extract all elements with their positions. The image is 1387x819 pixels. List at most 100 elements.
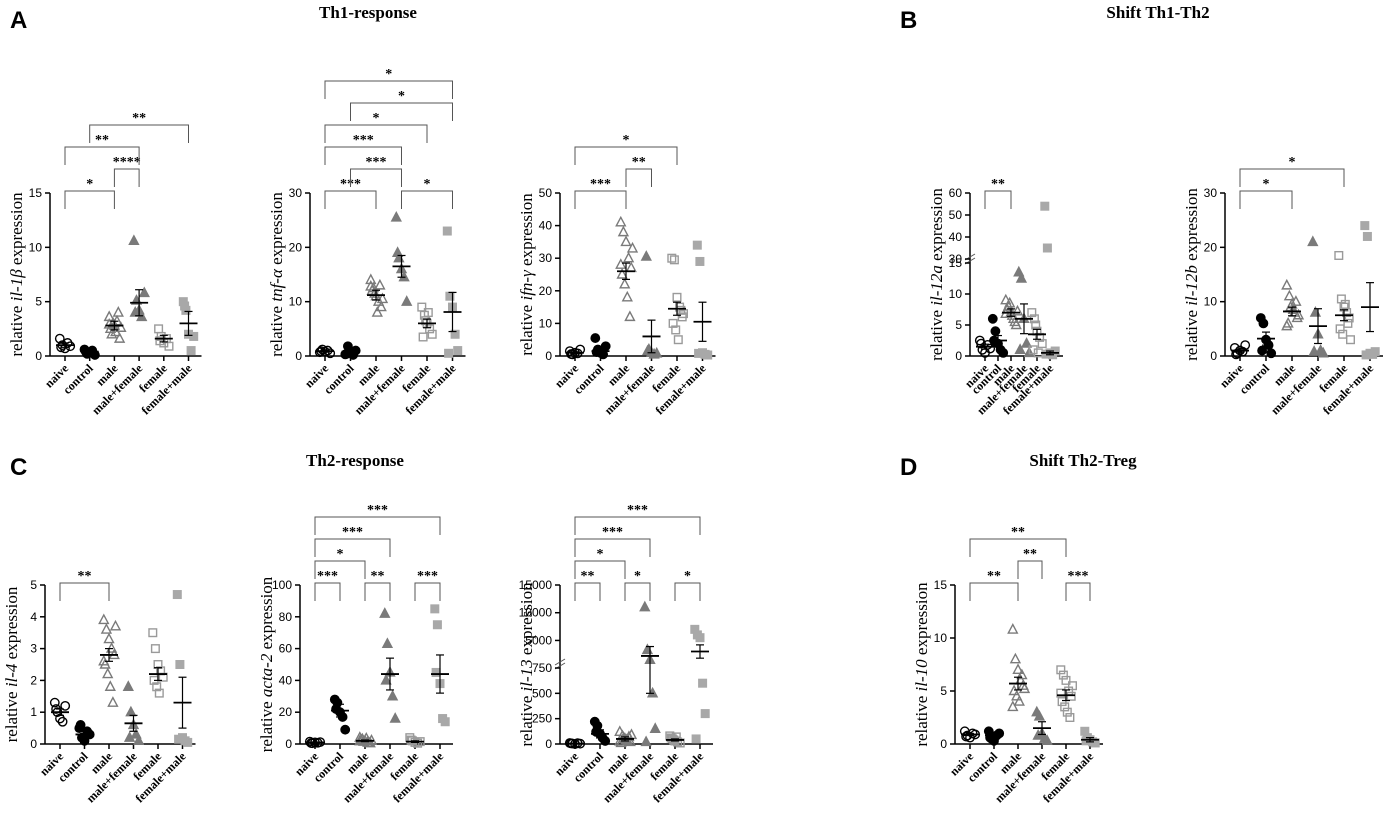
- data-point: [98, 654, 110, 666]
- y-tick-label: 1: [30, 705, 37, 719]
- y-tick-label: 80: [279, 610, 293, 624]
- data-point: [372, 295, 385, 306]
- significance-bracket: [574, 146, 678, 165]
- data-point: [671, 325, 681, 335]
- data-point: [112, 306, 124, 317]
- y-tick-label: 30: [1204, 186, 1218, 200]
- data-point: [985, 343, 996, 354]
- significance-label: *: [1289, 155, 1296, 170]
- significance-bracket: [984, 190, 1012, 209]
- y-axis-label-part: relative: [2, 687, 21, 742]
- data-point: [350, 345, 361, 356]
- data-point: [442, 226, 452, 236]
- data-point: [423, 308, 433, 318]
- y-tick-label: 0: [35, 349, 42, 363]
- data-point: [1061, 675, 1071, 685]
- y-tick-label: 250: [532, 712, 552, 726]
- significance-label: *: [86, 177, 93, 192]
- data-point: [698, 678, 708, 688]
- data-point: [1057, 697, 1067, 707]
- chart-ifng: 01020304050naivecontrolmalemale+femalefe…: [517, 133, 716, 417]
- data-point: [694, 348, 704, 358]
- data-point: [1308, 345, 1320, 356]
- data-point: [450, 329, 460, 339]
- y-axis-label-part: relative: [1182, 306, 1201, 361]
- y-axis-label-part: expression: [2, 586, 21, 663]
- data-point: [122, 680, 134, 691]
- data-point: [1360, 221, 1370, 231]
- chart-il12b: 0102030naivecontrolmalemale+femalefemale…: [1182, 155, 1383, 417]
- panel-label-a: A: [10, 7, 27, 34]
- significance-label: *: [684, 569, 691, 584]
- data-point: [444, 348, 454, 358]
- y-tick-label: 2: [30, 673, 37, 687]
- significance-bracket: [59, 582, 110, 601]
- y-tick-label: 15000: [519, 578, 553, 592]
- significance-bracket: [1065, 582, 1091, 601]
- significance-label: **: [95, 133, 109, 148]
- data-point: [673, 335, 683, 345]
- y-axis-label-part: expression: [257, 576, 276, 653]
- y-tick-label: 10: [934, 631, 948, 645]
- data-point: [616, 268, 628, 279]
- chart-acta2: 020406080100naivecontrolmalemale+femalef…: [257, 503, 453, 805]
- data-point: [431, 667, 441, 677]
- data-point: [1257, 345, 1268, 356]
- data-point: [1037, 339, 1047, 349]
- data-point: [1016, 668, 1028, 680]
- data-point: [391, 246, 404, 257]
- y-tick-label: 500: [532, 686, 552, 700]
- data-point: [617, 225, 630, 237]
- data-point: [104, 680, 116, 691]
- significance-bracket: [574, 190, 627, 209]
- data-point: [961, 731, 971, 742]
- y-tick-label: 0: [955, 349, 962, 363]
- significance-label: ***: [353, 133, 374, 148]
- data-point: [1307, 235, 1319, 247]
- data-point: [1065, 713, 1075, 723]
- data-point: [432, 620, 442, 630]
- data-point: [703, 350, 713, 360]
- significance-bracket: [89, 124, 189, 143]
- data-point: [624, 310, 636, 322]
- data-point: [615, 258, 627, 269]
- data-point: [371, 306, 383, 317]
- data-point: [1287, 303, 1299, 315]
- y-tick-label: 10000: [519, 606, 553, 620]
- data-point: [976, 338, 986, 349]
- data-point: [1266, 348, 1277, 359]
- y-tick-label: 20: [289, 240, 303, 254]
- data-point: [575, 344, 586, 355]
- panel-label-b: B: [900, 7, 917, 34]
- data-point: [1012, 663, 1024, 674]
- data-point: [1290, 295, 1302, 306]
- data-point: [987, 313, 998, 324]
- data-point: [150, 644, 160, 654]
- data-point: [1020, 337, 1033, 348]
- y-tick-label: 0: [30, 737, 37, 751]
- data-point: [1062, 707, 1072, 717]
- data-point: [103, 317, 115, 329]
- y-axis-label-part: il-10: [912, 659, 931, 692]
- significance-bracket: [574, 538, 651, 557]
- data-point: [1056, 688, 1066, 698]
- data-point: [175, 660, 185, 670]
- data-point: [103, 632, 115, 644]
- data-point: [1370, 347, 1380, 357]
- chart-il13: 025050075050001000015000naivecontrolmale…: [517, 503, 713, 805]
- significance-bracket: [574, 516, 701, 535]
- y-axis-label-part: relative: [7, 301, 26, 356]
- significance-label: *: [424, 177, 431, 192]
- data-point: [440, 717, 450, 727]
- data-point: [100, 623, 113, 634]
- chart-il4: 012345naivecontrolmalemale+femalefemalef…: [2, 569, 196, 805]
- y-tick-label: 3: [30, 642, 37, 656]
- y-tick-label: 15: [934, 578, 948, 592]
- chart-tnfa: 0102030naivecontrolmalemale+femalefemale…: [267, 67, 466, 417]
- significance-bracket: [1239, 168, 1345, 187]
- significance-bracket: [625, 168, 652, 187]
- data-point: [1343, 318, 1353, 328]
- significance-label: **: [991, 177, 1005, 192]
- data-point: [1240, 340, 1251, 351]
